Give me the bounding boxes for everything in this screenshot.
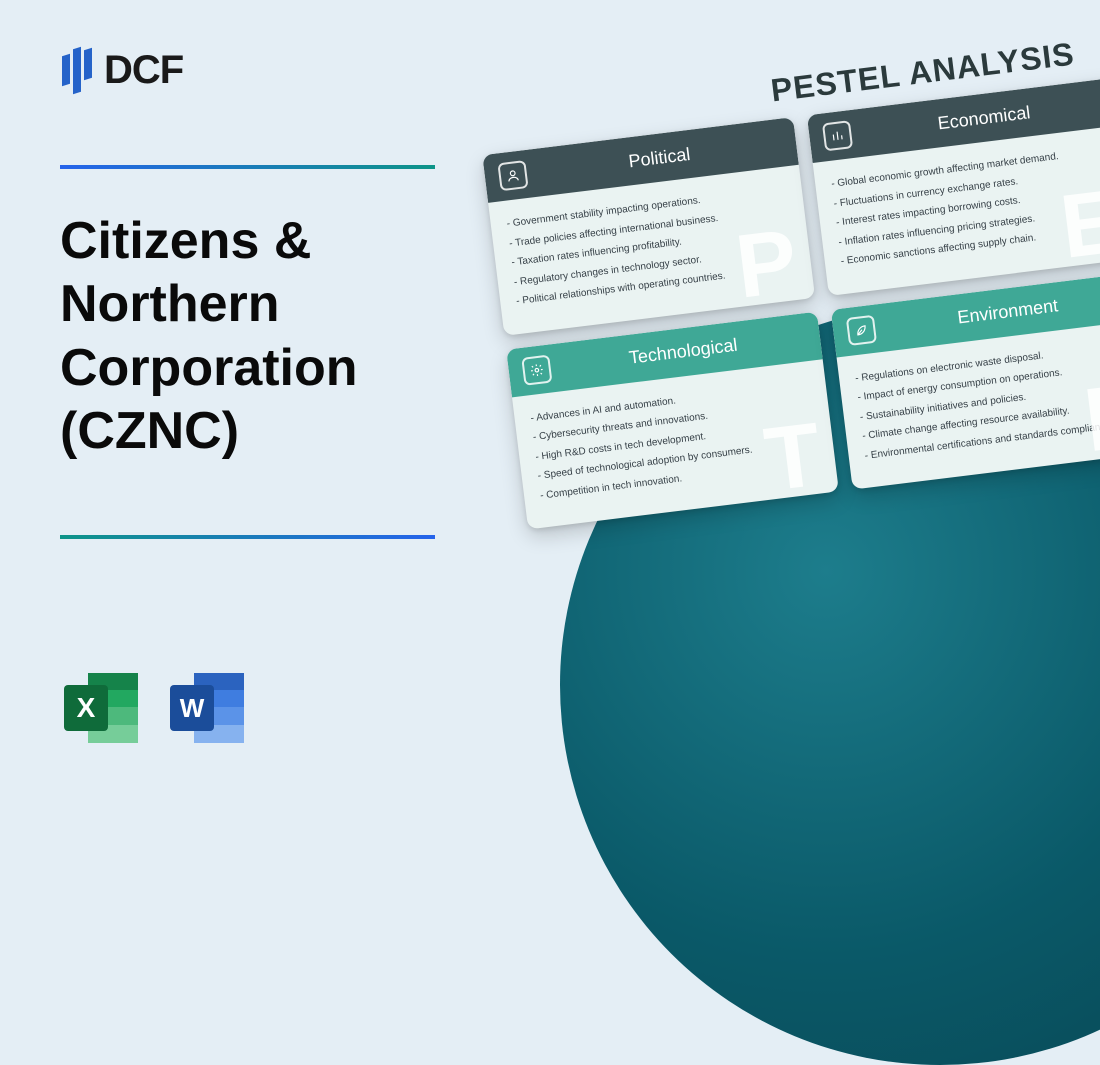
card-political: Political Government stability impacting… xyxy=(482,117,815,335)
divider-top xyxy=(60,165,435,169)
logo-bars-icon xyxy=(62,48,92,93)
logo: DCF xyxy=(62,48,183,93)
card-environment: Environment Regulations on electronic wa… xyxy=(831,271,1100,489)
svg-text:W: W xyxy=(180,693,205,723)
card-technological: Technological Advances in AI and automat… xyxy=(506,311,839,529)
person-icon xyxy=(497,160,528,191)
file-icons-row: X W xyxy=(60,667,248,749)
leaf-icon xyxy=(846,314,877,345)
word-icon: W xyxy=(166,667,248,749)
gear-icon xyxy=(521,354,552,385)
card-economical: Economical Global economic growth affect… xyxy=(807,77,1100,295)
chart-icon xyxy=(822,120,853,151)
pestel-panel: PESTEL ANALYSIS Political Government sta… xyxy=(477,31,1100,530)
divider-bottom xyxy=(60,535,435,539)
svg-text:X: X xyxy=(77,692,96,723)
excel-icon: X xyxy=(60,667,142,749)
page-title: Citizens & Northern Corporation (CZNC) xyxy=(60,210,460,464)
logo-text: DCF xyxy=(104,48,183,93)
pestel-cards-grid: Political Government stability impacting… xyxy=(482,77,1100,529)
page-root: DCF Citizens & Northern Corporation (CZN… xyxy=(0,0,1100,805)
